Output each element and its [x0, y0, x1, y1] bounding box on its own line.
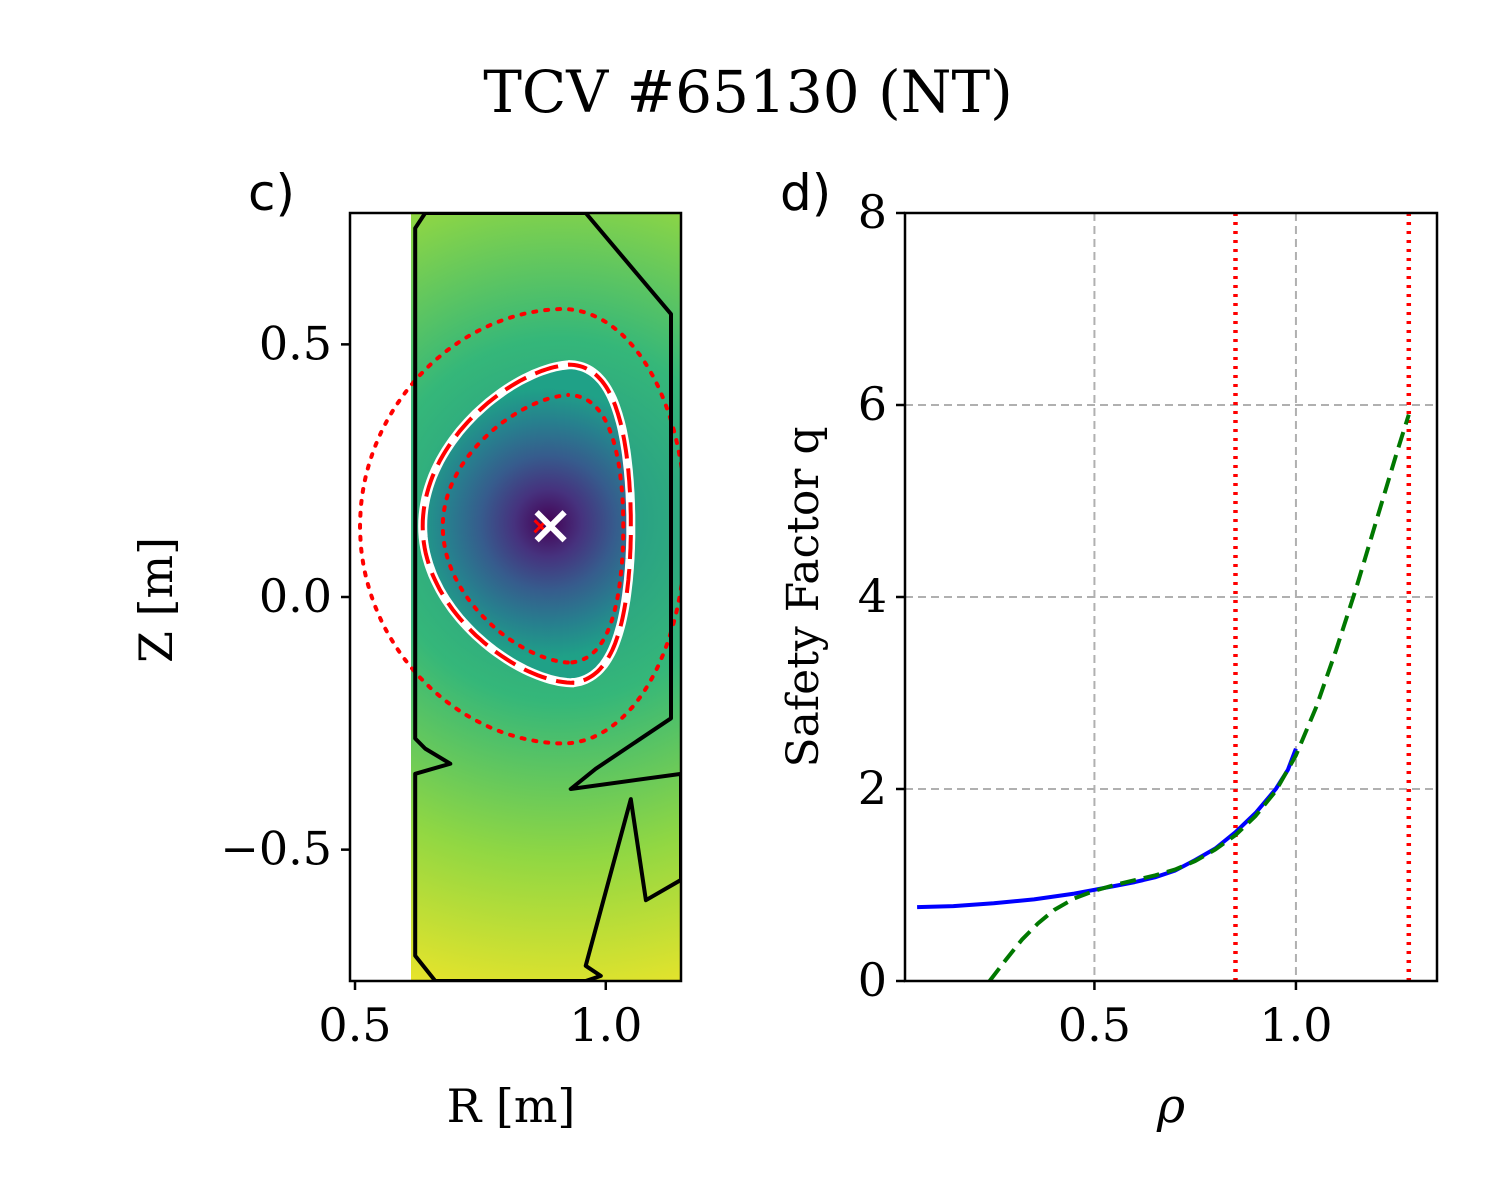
- panel-c-equilibrium: c) 0.5 1.0 −0.5 0.0 0.5 R [m] Z [m]: [129, 164, 683, 1133]
- panel-d-y-label: Safety Factor q: [778, 427, 829, 768]
- lcfs-dashed: [420, 362, 633, 685]
- x-tick-label: 0.5: [318, 998, 391, 1052]
- panel-d-safety-factor: d) 0.5 1.0 0 2 4 6 8 ρ Safety Factor q: [778, 164, 1439, 1134]
- y-tick-label: 0.0: [259, 569, 332, 623]
- panel-d-x-label: ρ: [1156, 1078, 1185, 1134]
- y-tick-label: 6: [858, 377, 887, 431]
- panel-d-label: d): [780, 164, 831, 222]
- plasma-core-contours: [422, 364, 631, 683]
- y-tick-label: 8: [858, 185, 887, 239]
- panel-d-x-ticks: 0.5 1.0: [1058, 981, 1333, 1052]
- y-tick-label: 0: [858, 953, 887, 1007]
- panel-d-series: [917, 413, 1411, 981]
- y-tick-label: 0.5: [259, 316, 332, 370]
- panel-c-y-ticks: −0.5 0.0 0.5: [220, 316, 350, 876]
- panel-d-grid: [905, 213, 1437, 981]
- magnetic-axis-marker: [534, 510, 567, 543]
- x-tick-label: 1.0: [1259, 998, 1332, 1052]
- q-profile-line: [917, 747, 1298, 910]
- panel-c-plot-area: [357, 213, 681, 981]
- figure-title: TCV #65130 (NT): [483, 58, 1013, 126]
- y-tick-label: 2: [858, 761, 887, 815]
- x-tick-label: 0.5: [1058, 998, 1131, 1052]
- panel-d-y-ticks: 0 2 4 6 8: [858, 185, 905, 1007]
- panel-c-x-ticks: 0.5 1.0: [318, 981, 642, 1052]
- vessel-wall: [413, 213, 681, 981]
- y-tick-label: −0.5: [220, 822, 332, 876]
- panel-d-plot-area: [917, 213, 1412, 981]
- marker-stroke: [534, 510, 567, 543]
- panel-d-vertical-lines: [1233, 213, 1412, 981]
- y-tick-label: 4: [858, 569, 887, 623]
- q-profile-line: [988, 413, 1411, 981]
- outer-flux-surface: [357, 306, 681, 746]
- panel-c-label: c): [248, 164, 295, 222]
- panel-c-x-label: R [m]: [447, 1079, 576, 1133]
- x-tick-label: 1.0: [569, 998, 642, 1052]
- inner-flux-surface: [440, 392, 626, 665]
- panel-c-y-label: Z [m]: [129, 537, 183, 663]
